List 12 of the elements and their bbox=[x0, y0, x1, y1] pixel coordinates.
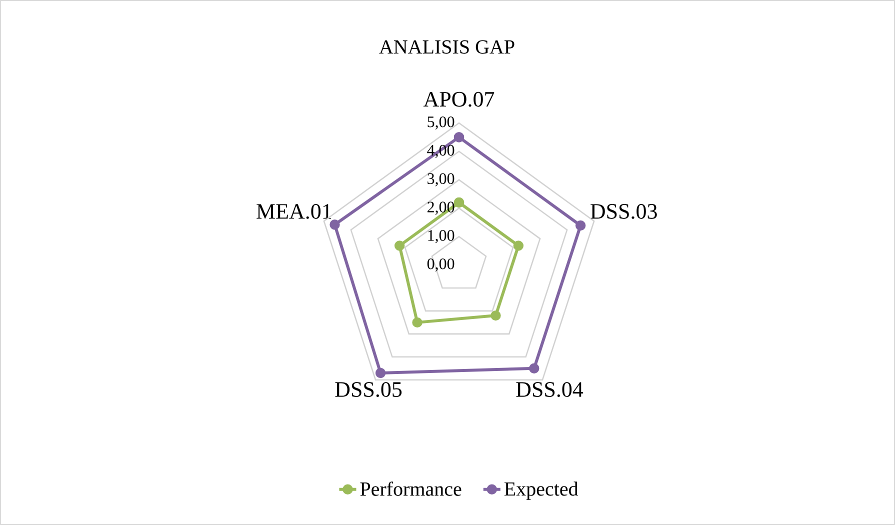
y-tick-label: 5,00 bbox=[428, 116, 454, 130]
chart-title: ANALISIS GAP bbox=[379, 40, 514, 54]
spoke-label: DSS.05 bbox=[335, 382, 402, 398]
spoke-label: DSS.04 bbox=[516, 382, 584, 398]
spoke-label: MEA.01 bbox=[256, 204, 332, 219]
y-tick-label: 0,00 bbox=[427, 258, 454, 272]
legend-label: Performance bbox=[360, 482, 462, 496]
legend-label: Expected bbox=[504, 482, 578, 500]
y-tick-label: 1,00 bbox=[428, 230, 454, 244]
spoke-label: APO.07 bbox=[423, 92, 494, 107]
y-tick-label: 3,00 bbox=[428, 173, 454, 186]
spoke-label: DSS.03 bbox=[590, 204, 657, 219]
